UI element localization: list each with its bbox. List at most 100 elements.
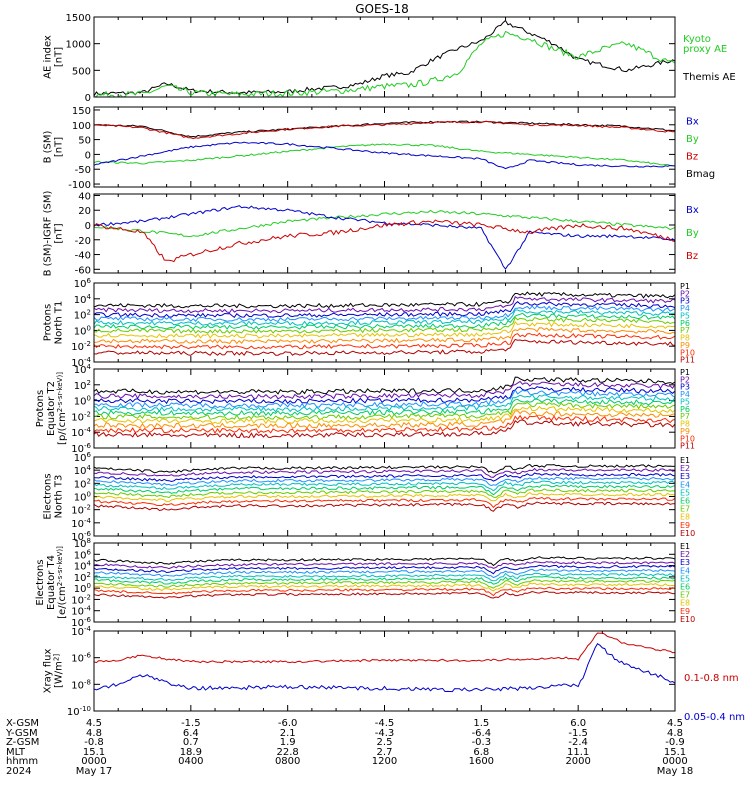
axis-row-value: 18.9 bbox=[180, 747, 202, 758]
legend-entry: P10 bbox=[680, 434, 695, 443]
channel-P10 bbox=[94, 332, 675, 350]
legend-entry: Bx bbox=[686, 116, 699, 127]
legend-entry: E9 bbox=[680, 521, 690, 530]
legend-entry: Bz bbox=[686, 151, 698, 162]
channel-E1 bbox=[94, 556, 675, 567]
channel-P10 bbox=[94, 414, 675, 434]
ylabel-line: [nT] bbox=[54, 223, 65, 243]
channel-P6 bbox=[94, 312, 675, 330]
legend-entry: proxy AE bbox=[683, 44, 727, 55]
ytick-label: 106 bbox=[74, 277, 92, 290]
axis-row-value: 0800 bbox=[275, 756, 300, 767]
legend-entry: By bbox=[686, 228, 699, 239]
ytick-label: 10-6 bbox=[71, 616, 91, 629]
ytick-label: 10-4 bbox=[71, 517, 91, 530]
ytick-label: 100 bbox=[74, 395, 91, 408]
ytick-label: 10-2 bbox=[71, 593, 91, 606]
axis-row-value: 1.5 bbox=[473, 718, 489, 729]
ytick-label: 10-10 bbox=[67, 705, 91, 718]
ylabel-line: B (SM)-IGRF (SM) bbox=[43, 191, 54, 277]
ytick-label: 102 bbox=[74, 379, 91, 392]
channel-E3 bbox=[94, 564, 675, 575]
legend-entry: E5 bbox=[680, 488, 690, 497]
legend-entry: E4 bbox=[680, 566, 690, 575]
channel-P7 bbox=[94, 316, 675, 334]
channel-E7 bbox=[94, 488, 675, 499]
ytick-label: 1500 bbox=[66, 13, 91, 24]
channel-P8 bbox=[94, 320, 675, 339]
channel-P11 bbox=[94, 419, 675, 439]
ytick-label: 10-6 bbox=[71, 652, 91, 665]
channel-P1 bbox=[94, 376, 675, 395]
legend-entry: E4 bbox=[680, 480, 690, 489]
ytick-label: 0 bbox=[85, 150, 91, 161]
axis-row-value: 0.7 bbox=[183, 737, 199, 748]
ytick-label: 104 bbox=[74, 464, 92, 477]
ytick-label: 10-2 bbox=[71, 504, 91, 517]
legend-entry: P11 bbox=[680, 442, 695, 451]
legend-entry: P3 bbox=[680, 297, 690, 306]
legend-entry: P1 bbox=[680, 368, 690, 377]
legend-entry: P4 bbox=[680, 390, 690, 399]
legend-entry: E2 bbox=[680, 464, 690, 473]
channel-E9 bbox=[94, 496, 675, 509]
axis-row-value: -1.5 bbox=[181, 718, 201, 729]
ylabel-line: Electrons bbox=[35, 559, 46, 605]
ylabel-line: B (SM) bbox=[43, 130, 54, 163]
axis-row-value: 4.8 bbox=[667, 728, 683, 739]
legend-entry: Bmag bbox=[686, 169, 715, 180]
axis-row-value: 1.9 bbox=[280, 737, 296, 748]
ytick-label: 104 bbox=[74, 293, 92, 306]
axis-row-label: MLT bbox=[6, 747, 26, 758]
axis-row-value: 4.8 bbox=[86, 728, 102, 739]
axis-row-value: 2.5 bbox=[377, 737, 393, 748]
series-bmag bbox=[94, 120, 675, 138]
axis-row-value: -6.0 bbox=[278, 718, 298, 729]
ytick-label: 10-2 bbox=[71, 340, 91, 353]
panel-bsm_igrf: -60 -40 -20 0 20 40 B (SM)-IGRF (SM) [nT] Bx By Bz bbox=[43, 191, 699, 277]
legend-entry: E6 bbox=[680, 583, 690, 592]
ytick-label: -20 bbox=[75, 236, 91, 247]
legend-entry: P7 bbox=[680, 326, 690, 335]
channel-P9 bbox=[94, 327, 675, 345]
ylabel-line: North T1 bbox=[54, 301, 65, 345]
legend-entry: P6 bbox=[680, 319, 690, 328]
ylabel-line: Protons bbox=[43, 304, 54, 341]
legend: Bx By Bz bbox=[686, 205, 699, 262]
channel-E6 bbox=[94, 575, 675, 585]
axis-row-value: May 18 bbox=[657, 766, 694, 777]
ylabel-line: Equator T2 bbox=[46, 381, 57, 436]
channel-E2 bbox=[94, 467, 675, 478]
series-group bbox=[94, 376, 675, 439]
axis-row-value: 1200 bbox=[372, 756, 397, 767]
panel-bsm: -100 -50 0 50 100 150 B (SM) [nT] Bx By Bz Bmag bbox=[43, 106, 716, 191]
axis-row-value: 6.0 bbox=[570, 718, 586, 729]
channel-E5 bbox=[94, 480, 675, 492]
axis-row-value: -1.5 bbox=[568, 728, 588, 739]
ytick-label: 500 bbox=[72, 66, 91, 77]
ytick-label: 104 bbox=[74, 560, 92, 573]
axis-row-label: Z-GSM bbox=[6, 737, 39, 748]
ytick-label: 100 bbox=[74, 491, 91, 504]
legend-entry: E8 bbox=[680, 513, 690, 522]
ytick-label: 100 bbox=[72, 121, 91, 132]
axis-row-value: -0.8 bbox=[84, 737, 104, 748]
legend-entry: By bbox=[686, 134, 699, 145]
series-by bbox=[94, 143, 675, 167]
axis-row-value: 0000 bbox=[81, 756, 106, 767]
channel-E4 bbox=[94, 476, 675, 487]
panel-frame bbox=[93, 630, 676, 712]
series-group bbox=[94, 291, 675, 357]
channel-E8 bbox=[94, 491, 675, 503]
axis-row-label: 2024 bbox=[6, 766, 31, 777]
ytick-label: 100 bbox=[74, 582, 91, 595]
series-bz bbox=[94, 120, 675, 140]
channel-P2 bbox=[94, 380, 675, 400]
axis-row-value: 0000 bbox=[662, 756, 687, 767]
legend-entry: E3 bbox=[680, 472, 690, 481]
ytick-label: 102 bbox=[74, 309, 91, 322]
channel-E7 bbox=[94, 579, 675, 589]
